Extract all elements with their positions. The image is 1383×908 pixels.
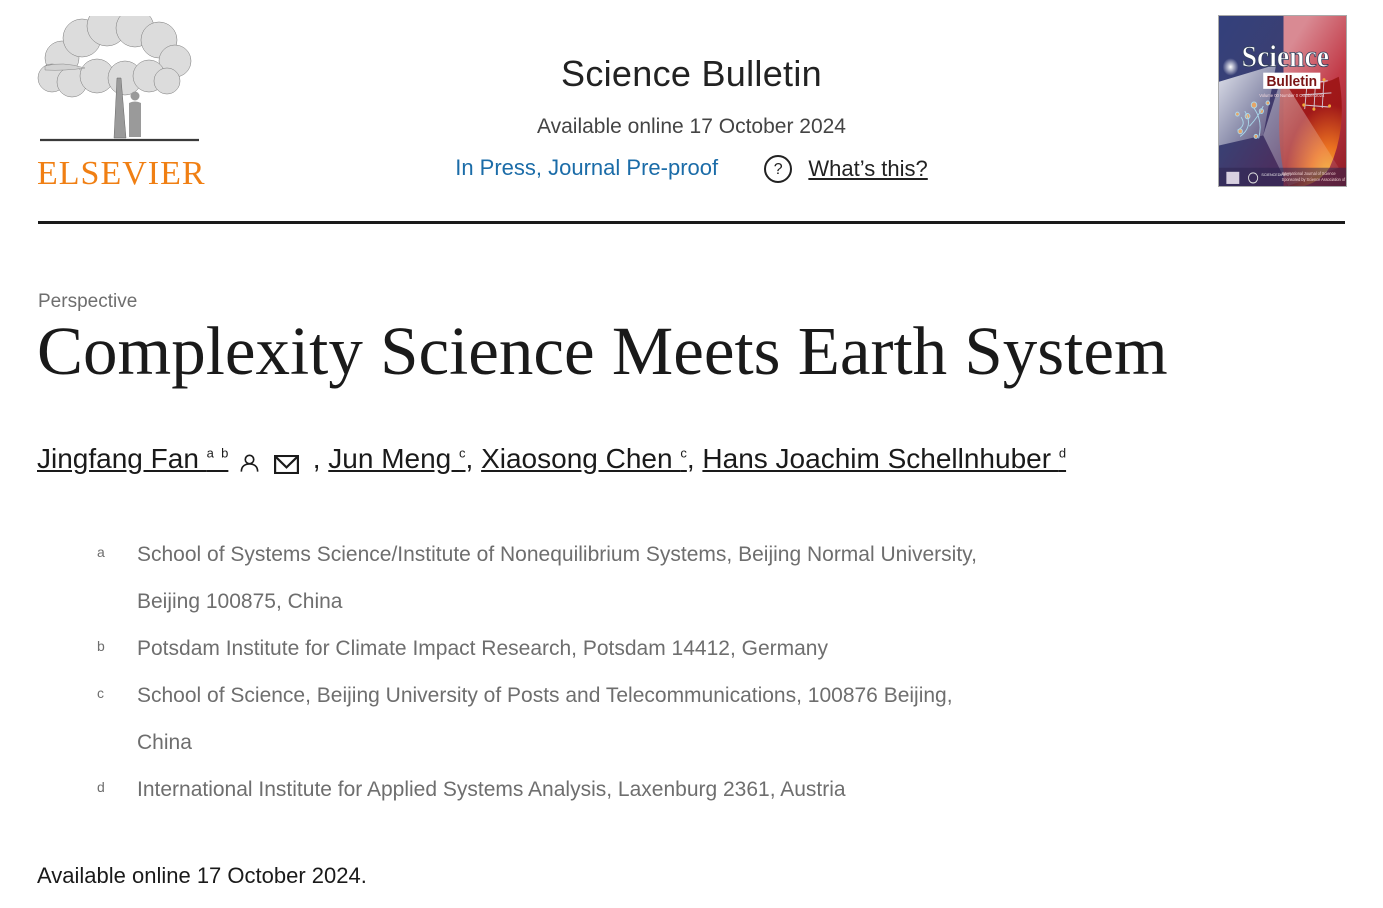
svg-text:Science: Science	[1242, 40, 1330, 73]
svg-text:Sponsored by Science Associati: Sponsored by Science Association of Chin…	[1282, 177, 1347, 182]
svg-text:Bulletin: Bulletin	[1266, 73, 1317, 90]
svg-text:International Journal of Scien: International Journal of Science	[1282, 171, 1337, 176]
svg-text:Volume 00 Number 0 October 2: Volume 00 Number 0 October 2024	[1259, 93, 1325, 98]
